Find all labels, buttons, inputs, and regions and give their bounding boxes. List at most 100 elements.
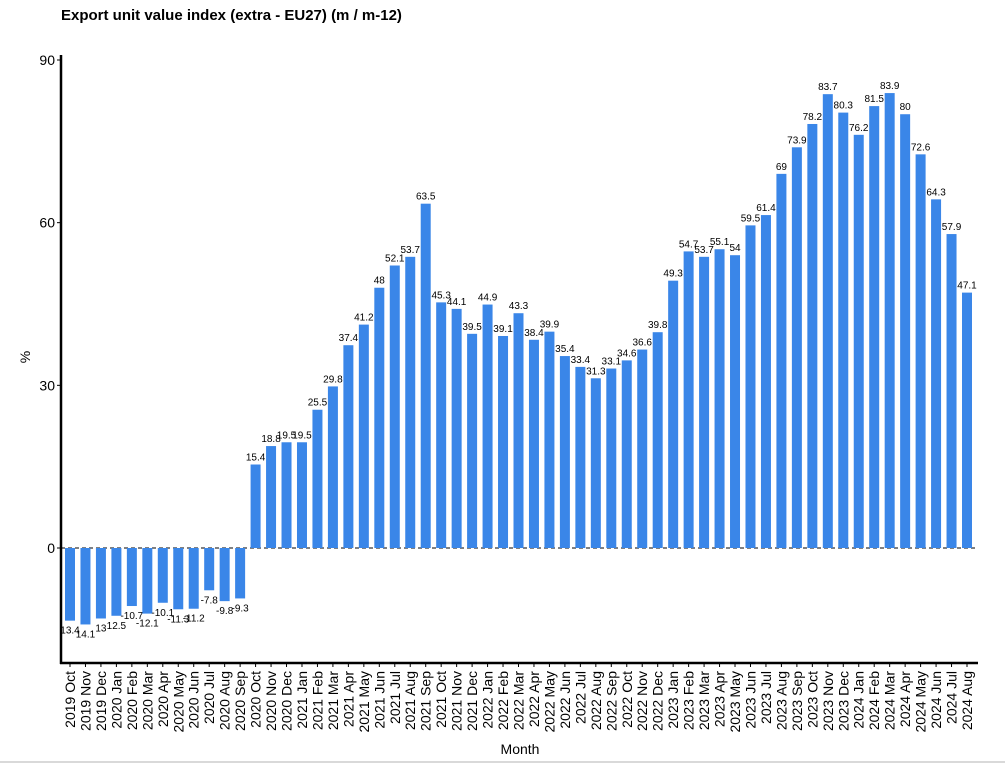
data-label: 78.2 bbox=[803, 112, 823, 123]
data-label: 72.6 bbox=[911, 142, 931, 153]
bar bbox=[513, 313, 524, 548]
data-label: 33.4 bbox=[571, 355, 591, 366]
bar bbox=[374, 287, 385, 548]
bar bbox=[915, 154, 926, 548]
data-label: 33.1 bbox=[602, 357, 622, 368]
bar bbox=[358, 324, 369, 548]
x-tick-label: 2023 Oct bbox=[804, 671, 820, 728]
bar bbox=[869, 106, 880, 548]
bar bbox=[80, 548, 91, 625]
bar bbox=[219, 548, 230, 602]
bar bbox=[683, 251, 694, 548]
bar bbox=[776, 173, 787, 548]
data-label: 44.1 bbox=[447, 297, 467, 308]
bar bbox=[436, 302, 447, 548]
y-tick-label: 30 bbox=[39, 377, 55, 393]
x-tick-label: 2023 Jan bbox=[665, 671, 681, 729]
data-label: 19.5 bbox=[277, 430, 297, 441]
x-tick-label: 2024 May bbox=[913, 671, 929, 732]
bar bbox=[204, 548, 215, 591]
data-label: 76.2 bbox=[849, 123, 869, 134]
x-tick-label: 2022 May bbox=[541, 671, 557, 732]
bar bbox=[528, 339, 539, 548]
data-label: -11.3 bbox=[167, 614, 189, 625]
data-label: -9.8 bbox=[216, 606, 234, 617]
x-tick-label: 2022 Jan bbox=[480, 671, 496, 729]
bar bbox=[606, 368, 617, 548]
data-label: 18.8 bbox=[261, 434, 281, 445]
data-label: 13.4 bbox=[60, 626, 80, 637]
bar bbox=[621, 360, 632, 548]
x-tick-label: 2019 Dec bbox=[93, 671, 109, 731]
y-axis-title: % bbox=[17, 351, 33, 363]
bar bbox=[652, 332, 663, 548]
data-label: 54 bbox=[729, 243, 741, 254]
bar bbox=[559, 356, 570, 548]
data-label: 25.5 bbox=[308, 398, 328, 409]
data-label: 64.3 bbox=[926, 187, 946, 198]
bar bbox=[250, 464, 261, 548]
x-tick-label: 2023 Apr bbox=[712, 671, 728, 727]
bar bbox=[544, 331, 555, 548]
x-tick-label: 2021 Feb bbox=[309, 671, 325, 730]
data-label: 31.3 bbox=[586, 366, 606, 377]
bar bbox=[807, 123, 818, 548]
x-tick-label: 2021 Jan bbox=[294, 671, 310, 729]
bar bbox=[900, 114, 911, 548]
data-label: 39.9 bbox=[540, 320, 560, 331]
bar bbox=[405, 256, 416, 548]
x-axis-title: Month bbox=[501, 741, 540, 757]
x-tick-label: 2021 Dec bbox=[464, 671, 480, 731]
bar bbox=[714, 249, 725, 549]
data-label: 38.4 bbox=[524, 328, 544, 339]
x-tick-label: 2020 Jun bbox=[186, 671, 202, 729]
bar bbox=[281, 442, 292, 548]
bar bbox=[451, 308, 462, 548]
bar bbox=[699, 256, 710, 548]
x-tick-label: 2024 Aug bbox=[959, 671, 975, 730]
bar bbox=[822, 94, 833, 548]
bar bbox=[962, 292, 972, 548]
x-tick-label: 2019 Nov bbox=[77, 671, 93, 731]
x-tick-label: 2020 Feb bbox=[124, 671, 140, 730]
bar bbox=[142, 548, 153, 614]
data-label: 53.7 bbox=[694, 245, 714, 256]
x-tick-label: 2020 Dec bbox=[279, 671, 295, 731]
bar bbox=[327, 386, 338, 548]
data-label: 57.9 bbox=[942, 222, 962, 233]
x-tick-label: 2024 Jun bbox=[928, 671, 944, 729]
bar bbox=[111, 548, 122, 616]
bar bbox=[173, 548, 184, 610]
data-label: 73.9 bbox=[787, 135, 807, 146]
data-label: -12.1 bbox=[136, 619, 159, 630]
data-label: 52.1 bbox=[385, 254, 405, 265]
x-tick-label: 2023 Jun bbox=[742, 671, 758, 729]
bar bbox=[188, 548, 199, 609]
data-label: 69 bbox=[776, 162, 788, 173]
data-label: 53.7 bbox=[401, 245, 421, 256]
bar bbox=[853, 134, 864, 548]
data-label: 34.6 bbox=[617, 348, 637, 359]
data-label: 83.9 bbox=[880, 81, 900, 92]
x-tick-label: 2020 Jul bbox=[201, 671, 217, 724]
x-tick-label: 2023 Sep bbox=[789, 671, 805, 731]
bar bbox=[343, 345, 354, 548]
bar bbox=[590, 378, 601, 548]
x-tick-label: 2023 Feb bbox=[681, 671, 697, 730]
data-label: 61.4 bbox=[756, 203, 776, 214]
bar bbox=[95, 548, 106, 619]
data-label: 14.1 bbox=[76, 629, 96, 640]
data-label: 36.6 bbox=[632, 338, 652, 349]
x-tick-label: 2024 Apr bbox=[897, 671, 913, 727]
bar bbox=[420, 203, 431, 548]
data-label: 81.5 bbox=[864, 94, 884, 105]
x-tick-label: 2021 May bbox=[356, 671, 372, 732]
x-tick-label: 2023 Mar bbox=[696, 671, 712, 730]
bar bbox=[296, 442, 307, 548]
data-label: -9.3 bbox=[232, 603, 250, 614]
bar bbox=[760, 215, 771, 548]
data-label: 54.7 bbox=[679, 239, 699, 250]
chart-title: Export unit value index (extra - EU27) (… bbox=[61, 7, 402, 24]
x-tick-label: 2020 May bbox=[170, 671, 186, 732]
